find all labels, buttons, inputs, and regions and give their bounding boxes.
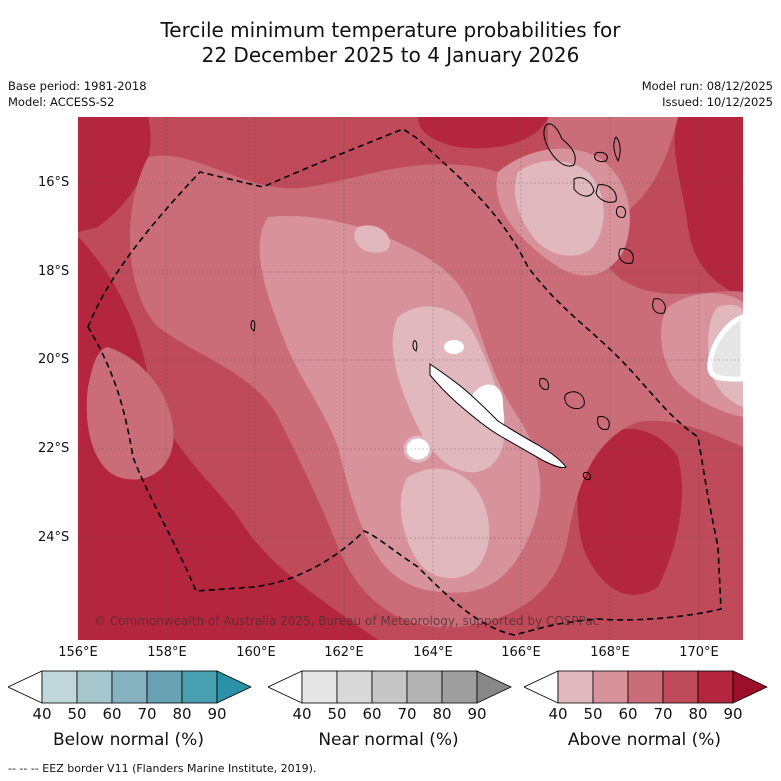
- lon-label-158e: 158°E: [147, 645, 187, 660]
- legend-below-tick: 90: [207, 705, 227, 723]
- base-period: Base period: 1981-2018: [8, 79, 147, 93]
- copyright-notice: © Commonwealth of Australia 2025, Bureau…: [94, 614, 600, 628]
- probability-map: [78, 117, 743, 640]
- lon-label-170e: 170°E: [679, 645, 719, 660]
- lon-label-164e: 164°E: [413, 645, 453, 660]
- lon-label-162e: 162°E: [324, 645, 364, 660]
- eez-footnote: -- -- -- EEZ border V11 (Flanders Marine…: [8, 762, 317, 775]
- legend-near-tick: 40: [292, 705, 312, 723]
- meta-right: Model run: 08/12/2025 Issued: 10/12/2025: [642, 78, 773, 110]
- near-normal-patch-east: [707, 314, 743, 382]
- model-name: Model: ACCESS-S2: [8, 95, 115, 109]
- new-caledonia-island: [429, 363, 567, 468]
- vanuatu-espiritu-santo: [543, 123, 576, 167]
- legend-near-tick: 80: [432, 705, 452, 723]
- prob-region-80-northeast: [674, 117, 743, 297]
- vanuatu-efate: [595, 184, 617, 203]
- legend-near-tick: 50: [327, 705, 347, 723]
- legend-near-title: Near normal (%): [318, 730, 459, 750]
- legend-near-tick: 60: [362, 705, 382, 723]
- prob-region-80-west: [78, 237, 378, 640]
- legend-below-tick: 50: [67, 705, 87, 723]
- title-line-1: Tercile minimum temperature probabilitie…: [160, 18, 621, 42]
- lon-label-156e: 156°E: [58, 645, 98, 660]
- lat-label-24s: 24°S: [38, 530, 70, 545]
- meta-left: Base period: 1981-2018 Model: ACCESS-S2: [8, 78, 147, 110]
- legend-above-tick: 60: [618, 705, 638, 723]
- vanuatu-malekula: [573, 177, 595, 197]
- prob-region-40-north: [514, 160, 604, 256]
- lon-label-160e: 160°E: [236, 645, 276, 660]
- white-patch-1: [444, 340, 464, 354]
- small-island-1: [250, 320, 256, 332]
- lat-label-18s: 18°S: [38, 264, 70, 279]
- legend-above-tick: 80: [688, 705, 708, 723]
- title-line-2: 22 December 2025 to 4 January 2026: [201, 43, 580, 67]
- legend-below-tick: 80: [172, 705, 192, 723]
- legend-above-tick: 40: [548, 705, 568, 723]
- legend-below-tick: 70: [137, 705, 157, 723]
- lat-label-20s: 20°S: [38, 352, 70, 367]
- prob-region-60-west: [86, 347, 174, 480]
- legend-above-tick: 70: [653, 705, 673, 723]
- lon-label-168e: 168°E: [590, 645, 630, 660]
- legend-near-tick: 90: [467, 705, 487, 723]
- loyalty-island-mare: [597, 416, 610, 430]
- prob-region-40-south: [400, 468, 490, 579]
- prob-region-40-northwest: [354, 225, 391, 253]
- legend-near-colorbar: [268, 670, 512, 704]
- prob-region-80-southeast: [577, 428, 682, 595]
- issued-date: Issued: 10/12/2025: [662, 95, 773, 109]
- legend-below-title: Below normal (%): [53, 730, 204, 750]
- legend-near-tick: 70: [397, 705, 417, 723]
- model-run: Model run: 08/12/2025: [641, 79, 773, 93]
- legend-below-colorbar: [8, 670, 252, 704]
- eez-border: [87, 128, 722, 636]
- prob-region-80-north: [418, 117, 548, 149]
- legend-above-colorbar: [524, 670, 768, 704]
- loyalty-island-lifou: [564, 391, 585, 410]
- map-title: Tercile minimum temperature probabilitie…: [0, 18, 781, 68]
- small-island-2: [412, 340, 418, 352]
- vanuatu-island-2: [594, 152, 608, 162]
- vanuatu-island-6: [615, 206, 627, 218]
- isle-of-pines: [583, 472, 591, 480]
- map-panel: [78, 117, 743, 640]
- prob-region-80-northwest: [78, 117, 151, 232]
- lat-label-22s: 22°S: [38, 441, 70, 456]
- loyalty-island-ouvea: [539, 378, 549, 390]
- vanuatu-island-7: [618, 248, 634, 264]
- legend-above-title: Above normal (%): [567, 730, 722, 750]
- legend-above-tick: 50: [583, 705, 603, 723]
- vanuatu-island-8: [652, 298, 666, 314]
- legend-above-tick: 90: [723, 705, 743, 723]
- legend-below-tick: 40: [32, 705, 52, 723]
- lat-label-16s: 16°S: [38, 175, 70, 190]
- lon-label-166e: 166°E: [501, 645, 541, 660]
- vanuatu-island-4: [613, 136, 621, 163]
- legend-below-tick: 60: [102, 705, 122, 723]
